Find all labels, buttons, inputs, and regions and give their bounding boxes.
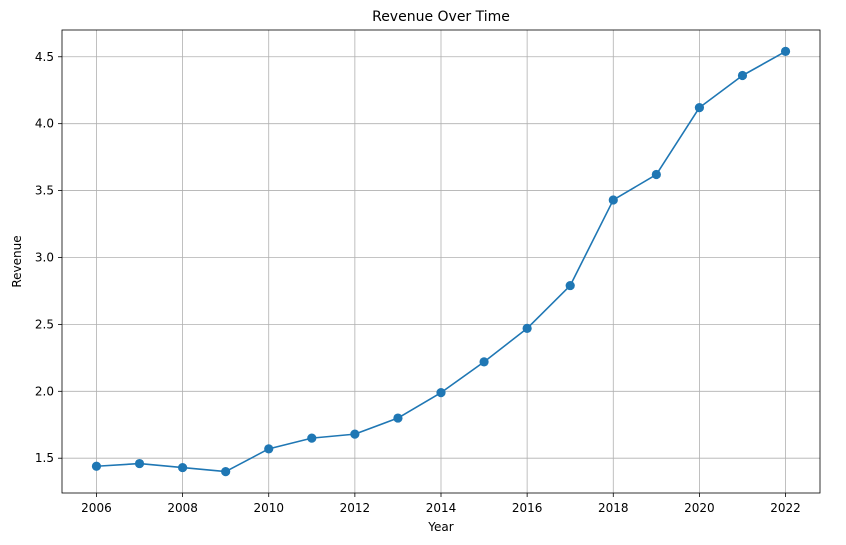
data-point: [264, 444, 274, 454]
x-tick-label: 2016: [512, 501, 543, 515]
y-tick-label: 1.5: [35, 451, 54, 465]
data-point: [565, 280, 575, 291]
x-tick-label: 2014: [426, 501, 457, 515]
data-point: [350, 429, 360, 439]
x-tick-label: 2012: [340, 501, 371, 515]
data-point: [436, 388, 446, 398]
y-tick-label: 3.0: [35, 250, 54, 264]
y-tick-label: 4.0: [35, 117, 54, 131]
data-point: [694, 103, 705, 113]
data-point: [608, 195, 618, 205]
data-point: [393, 413, 403, 423]
data-point: [221, 466, 231, 477]
x-axis-ticks: 2006 2008 2010 2012 2014 2016 2018 2020 2022: [81, 493, 801, 515]
x-tick-label: 2022: [770, 501, 801, 515]
data-point: [651, 169, 661, 180]
y-axis-ticks: 1.5 2.0 2.5 3.0 3.5 4.0 4.5: [35, 50, 62, 465]
data-point: [91, 461, 102, 471]
grid: [62, 30, 820, 493]
x-tick-label: 2006: [81, 501, 112, 515]
y-tick-label: 2.0: [35, 384, 54, 398]
series-layer: [91, 46, 791, 477]
y-axis-label: Revenue: [10, 235, 24, 287]
x-tick-label: 2010: [253, 501, 284, 515]
data-point: [522, 323, 532, 334]
x-tick-label: 2020: [684, 501, 715, 515]
x-tick-label: 2018: [598, 501, 629, 515]
data-point: [479, 357, 489, 367]
data-point: [307, 433, 317, 443]
chart-title: Revenue Over Time: [372, 9, 510, 25]
y-tick-label: 2.5: [35, 317, 54, 331]
data-point: [737, 70, 748, 81]
x-axis-label: Year: [427, 520, 453, 534]
data-point: [134, 458, 145, 469]
x-tick-label: 2008: [167, 501, 198, 515]
data-point: [177, 462, 188, 473]
y-tick-label: 3.5: [35, 184, 54, 198]
data-point: [780, 46, 791, 57]
y-tick-label: 4.5: [35, 50, 54, 64]
